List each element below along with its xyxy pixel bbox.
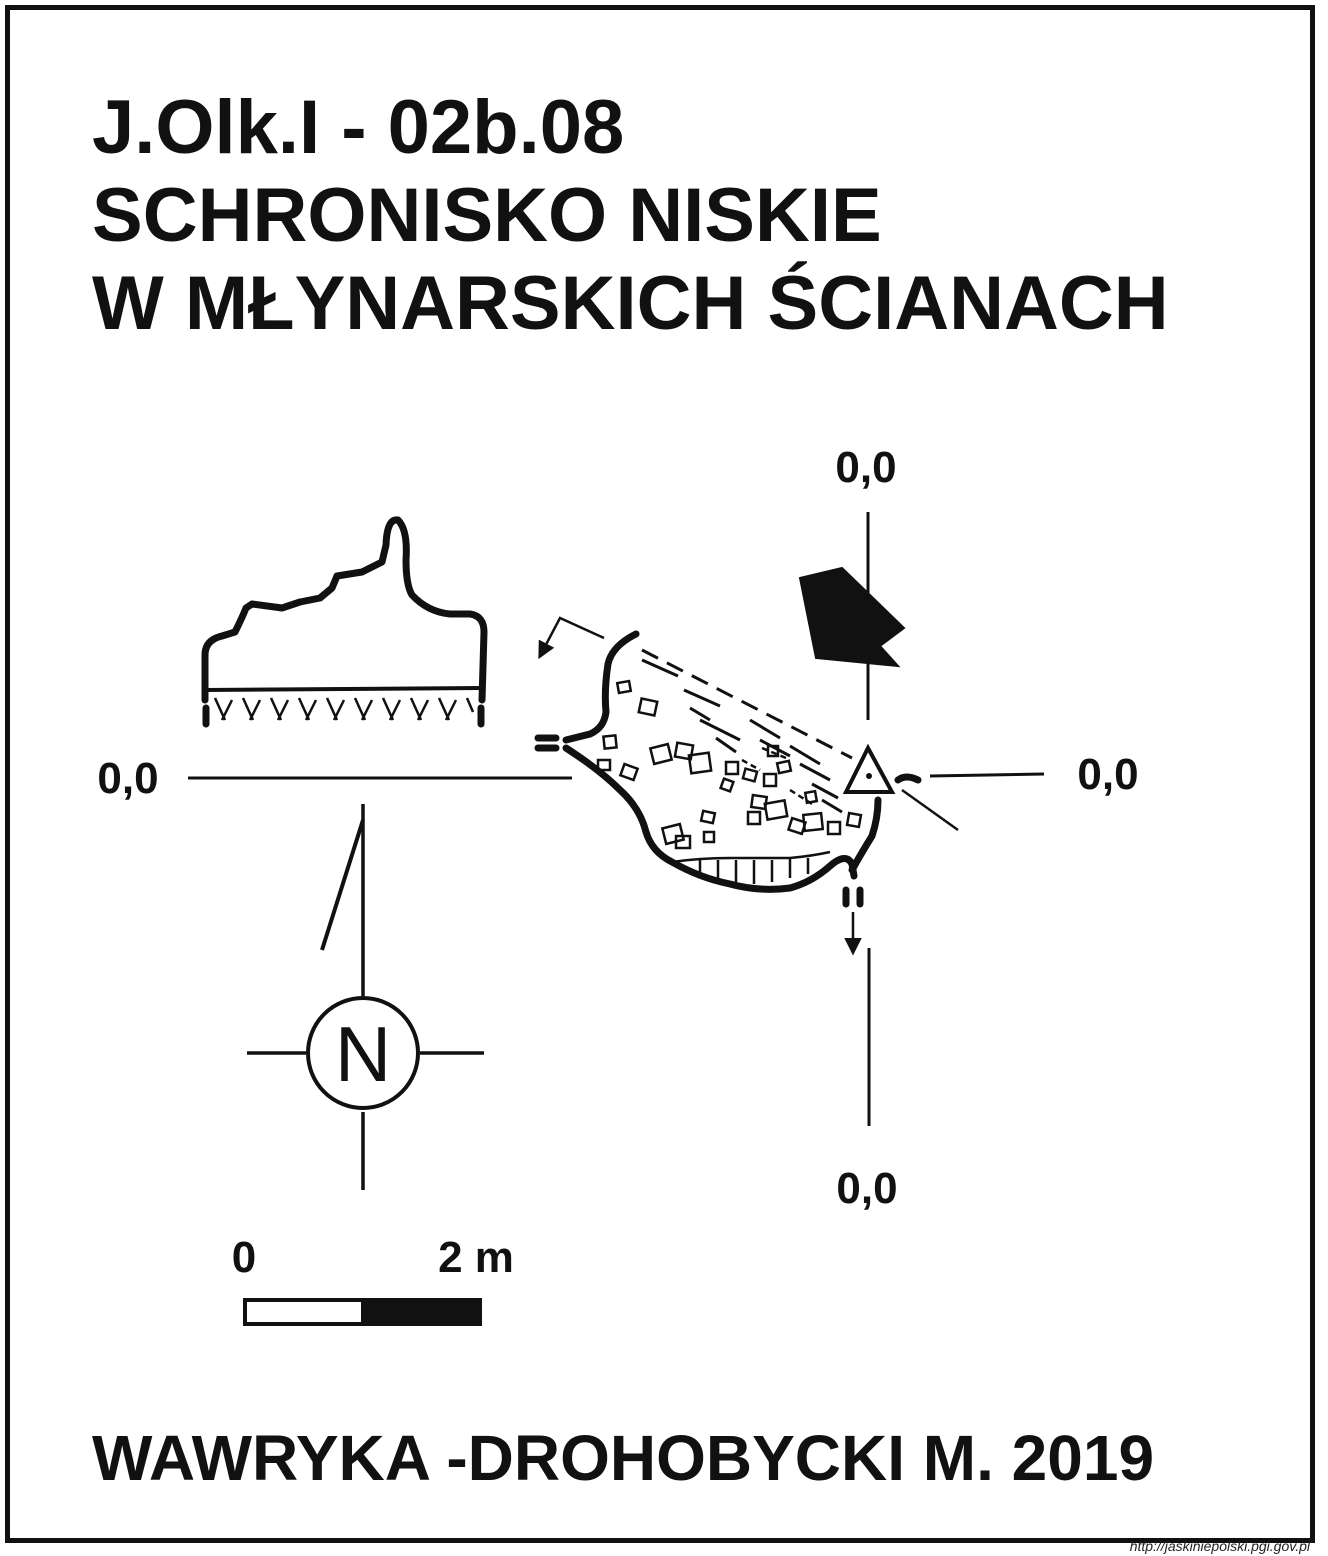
cave-plan xyxy=(534,616,922,956)
source-url: http://jaskiniepolski.pgi.gov.pl xyxy=(1129,1538,1310,1554)
section-label-left: 0,0 xyxy=(97,754,158,803)
scale-label-start: 0 xyxy=(232,1233,256,1282)
cross-section-profile xyxy=(201,516,488,728)
scale-label-end: 2 m xyxy=(438,1233,514,1282)
north-circle-icon xyxy=(306,996,420,1110)
cave-name-line1: SCHRONISKO NISKIE xyxy=(92,173,882,258)
scale-segment-white xyxy=(243,1298,365,1326)
cave-code: J.Olk.I - 02b.08 xyxy=(92,85,625,170)
section-label-top: 0,0 xyxy=(835,443,896,492)
north-arrow: N xyxy=(247,804,484,1190)
cave-title: J.Olk.I - 02b.08 SCHRONISKO NISKIE W MŁY… xyxy=(92,84,1169,348)
north-letter: N xyxy=(335,1010,391,1098)
entrance-arrow-icon xyxy=(798,566,906,668)
section-label-right: 0,0 xyxy=(1077,750,1138,799)
scale-segment-black xyxy=(361,1298,482,1326)
author-credit: WAWRYKA -DROHOBYCKI M. 2019 xyxy=(92,1422,1155,1494)
section-label-bottom: 0,0 xyxy=(836,1164,897,1213)
map-frame xyxy=(5,5,1315,1543)
cave-name-line2: W MŁYNARSKICH ŚCIANACH xyxy=(92,261,1169,346)
scale-bar: 0 2 m xyxy=(232,1233,514,1326)
